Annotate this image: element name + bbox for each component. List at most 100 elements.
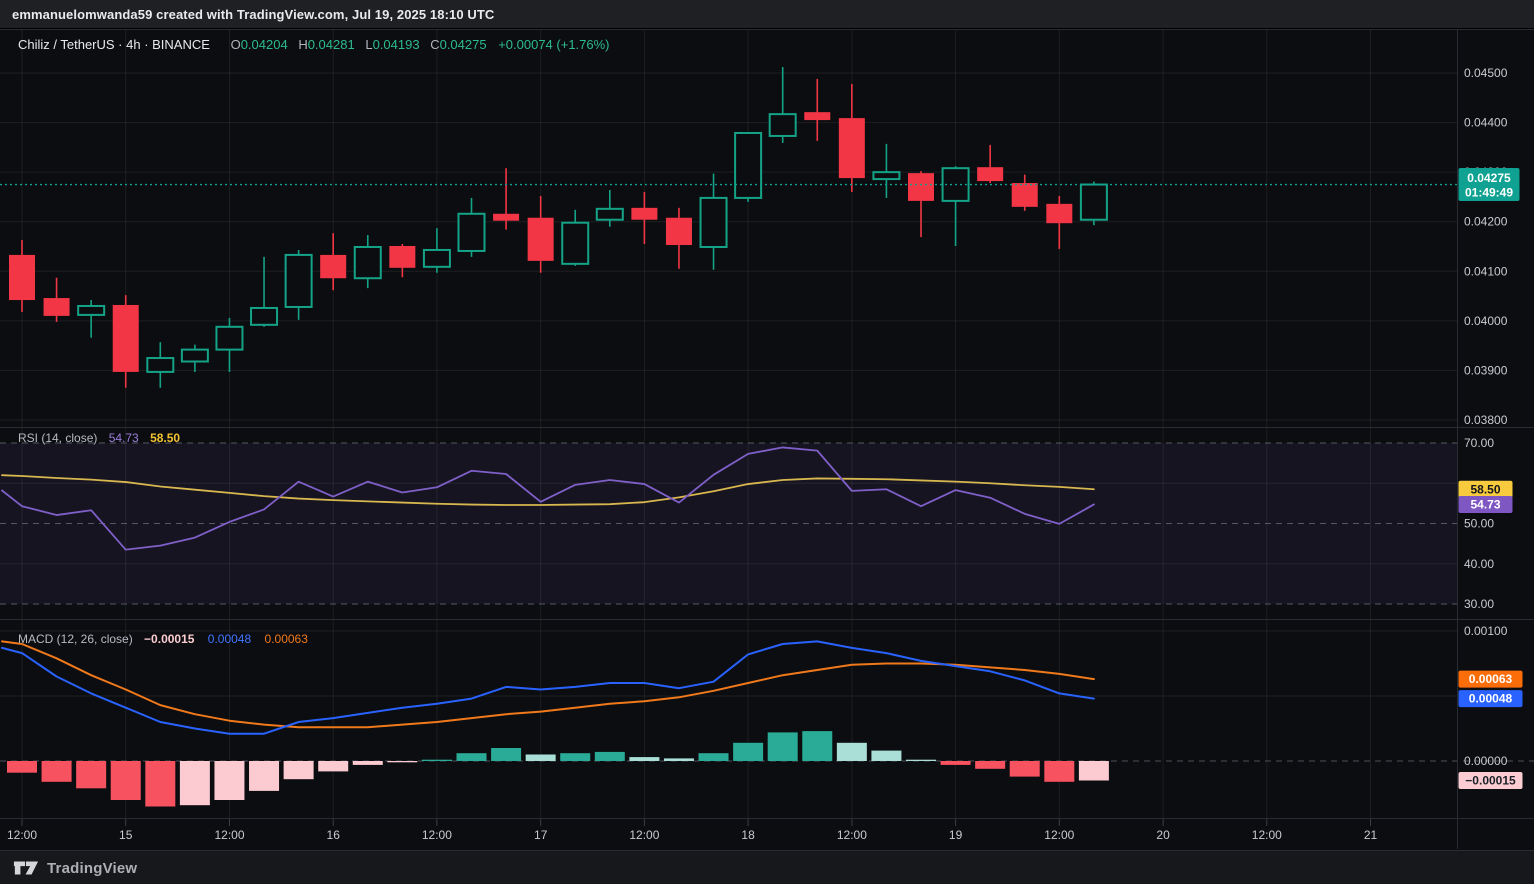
macd-histogram-bar	[491, 748, 522, 761]
open-label: O	[230, 37, 241, 52]
svg-text:30.00: 30.00	[1464, 597, 1494, 611]
macd-histogram-bar	[802, 731, 833, 761]
open-value: 0.04204	[240, 37, 288, 52]
candle-body	[457, 212, 486, 252]
macd-histogram-bar	[179, 761, 210, 806]
macd-histogram-bar	[249, 761, 280, 791]
macd-histogram	[7, 731, 1109, 807]
candle-body	[284, 253, 313, 308]
svg-text:21: 21	[1364, 828, 1378, 842]
candle-body	[1079, 183, 1108, 221]
macd-histogram-bar	[110, 761, 141, 800]
rsi-series	[1, 446, 1095, 551]
svg-text:0.04275: 0.04275	[1467, 171, 1511, 185]
candlestick-series	[9, 67, 1108, 388]
svg-text:16: 16	[327, 828, 341, 842]
rsi-title[interactable]: RSI (14, close)	[18, 431, 98, 445]
pane-separators	[0, 29, 1534, 849]
svg-text:58.50: 58.50	[1470, 482, 1500, 496]
macd-signal-value: 0.00063	[264, 632, 308, 646]
svg-text:0.00100: 0.00100	[1464, 624, 1508, 638]
svg-text:0.04500: 0.04500	[1464, 66, 1508, 80]
macd-histogram-bar	[940, 761, 971, 765]
svg-text:18: 18	[741, 828, 755, 842]
svg-text:12:00: 12:00	[7, 828, 37, 842]
macd-histogram-bar	[421, 759, 452, 761]
svg-text:40.00: 40.00	[1464, 557, 1494, 571]
svg-text:0.00048: 0.00048	[1469, 692, 1513, 706]
candle-body	[734, 131, 763, 199]
candle-body	[768, 113, 797, 137]
svg-text:19: 19	[949, 828, 963, 842]
low-label: L	[365, 37, 373, 52]
close-label: C	[430, 37, 440, 52]
svg-text:0.04200: 0.04200	[1464, 215, 1508, 229]
price-scale-labels: 0.045000.044000.043000.042000.041000.040…	[1464, 66, 1508, 768]
price-pane[interactable]	[0, 30, 1457, 427]
macd-lines	[1, 640, 1095, 735]
price-scale[interactable]	[1457, 30, 1534, 849]
symbol-legend: Chiliz / TetherUS · 4h · BINANCE O0.0420…	[18, 37, 610, 52]
svg-text:0.00000: 0.00000	[1464, 754, 1508, 768]
svg-text:17: 17	[534, 828, 548, 842]
svg-text:12:00: 12:00	[1044, 828, 1074, 842]
svg-text:20: 20	[1156, 828, 1170, 842]
macd-histogram-bar	[41, 761, 72, 782]
candle-body	[422, 248, 451, 268]
svg-text:12:00: 12:00	[1252, 828, 1282, 842]
candle-body	[320, 254, 347, 279]
svg-text:0.04100: 0.04100	[1464, 264, 1508, 278]
macd-line-value: 0.00048	[207, 632, 252, 646]
footer-bar: TradingView	[0, 850, 1534, 884]
candle-body	[1011, 183, 1038, 207]
candle-body	[665, 217, 692, 246]
high-value: 0.04281	[307, 37, 355, 52]
candle-body	[527, 217, 554, 261]
svg-text:54.73: 54.73	[1470, 497, 1500, 511]
macd-histogram-bar	[767, 732, 798, 761]
candle-body	[1046, 203, 1073, 224]
macd-histogram-bar	[387, 761, 418, 763]
tradingview-brand-link[interactable]: TradingView	[0, 857, 137, 879]
symbol-title[interactable]: Chiliz / TetherUS · 4h · BINANCE	[18, 37, 210, 52]
macd-histogram-bar	[145, 761, 176, 807]
high-label: H	[298, 37, 308, 52]
macd-histogram-bar	[906, 759, 937, 761]
svg-text:0.04000: 0.04000	[1464, 314, 1508, 328]
macd-histogram-bar	[975, 761, 1006, 769]
macd-histogram-bar	[733, 742, 764, 761]
svg-text:−0.00015: −0.00015	[1465, 774, 1516, 788]
macd-pane[interactable]	[0, 619, 1457, 818]
macd-histogram-bar	[76, 761, 107, 789]
candle-body	[215, 325, 244, 351]
macd-histogram-bar	[698, 753, 729, 761]
candle-body	[838, 118, 865, 179]
macd-histogram-bar	[1044, 761, 1075, 782]
candle-body	[908, 173, 935, 201]
svg-text:12:00: 12:00	[837, 828, 867, 842]
macd-title[interactable]: MACD (12, 26, close)	[18, 632, 133, 646]
macd-histogram-bar	[1009, 761, 1040, 777]
svg-text:50.00: 50.00	[1464, 517, 1494, 531]
rsi-pane[interactable]	[0, 427, 1457, 619]
change-value: +0.00074 (+1.76%)	[498, 37, 610, 52]
macd-legend: MACD (12, 26, close) −0.00015 0.00048 0.…	[18, 632, 308, 646]
close-value: 0.04275	[439, 37, 487, 52]
time-scale[interactable]	[0, 818, 1457, 849]
axis-badges: 0.0427501:49:49 58.5054.73 0.00063 0.00048 −…	[1458, 168, 1523, 789]
candle-body	[595, 207, 624, 221]
attribution-bar: emmanuelomwanda59 created with TradingVi…	[0, 0, 1534, 29]
svg-text:0.04400: 0.04400	[1464, 116, 1508, 130]
low-value: 0.04193	[372, 37, 420, 52]
macd-histogram-bar	[283, 761, 314, 780]
svg-text:0.03800: 0.03800	[1464, 413, 1508, 427]
rsi-legend: RSI (14, close) 54.73 58.50	[18, 431, 180, 445]
svg-text:70.00: 70.00	[1464, 436, 1494, 450]
candle-body	[699, 196, 728, 248]
candle-body	[872, 171, 901, 181]
macd-histogram-bar	[594, 751, 625, 761]
svg-text:12:00: 12:00	[629, 828, 659, 842]
macd-histogram-bar	[836, 742, 867, 761]
